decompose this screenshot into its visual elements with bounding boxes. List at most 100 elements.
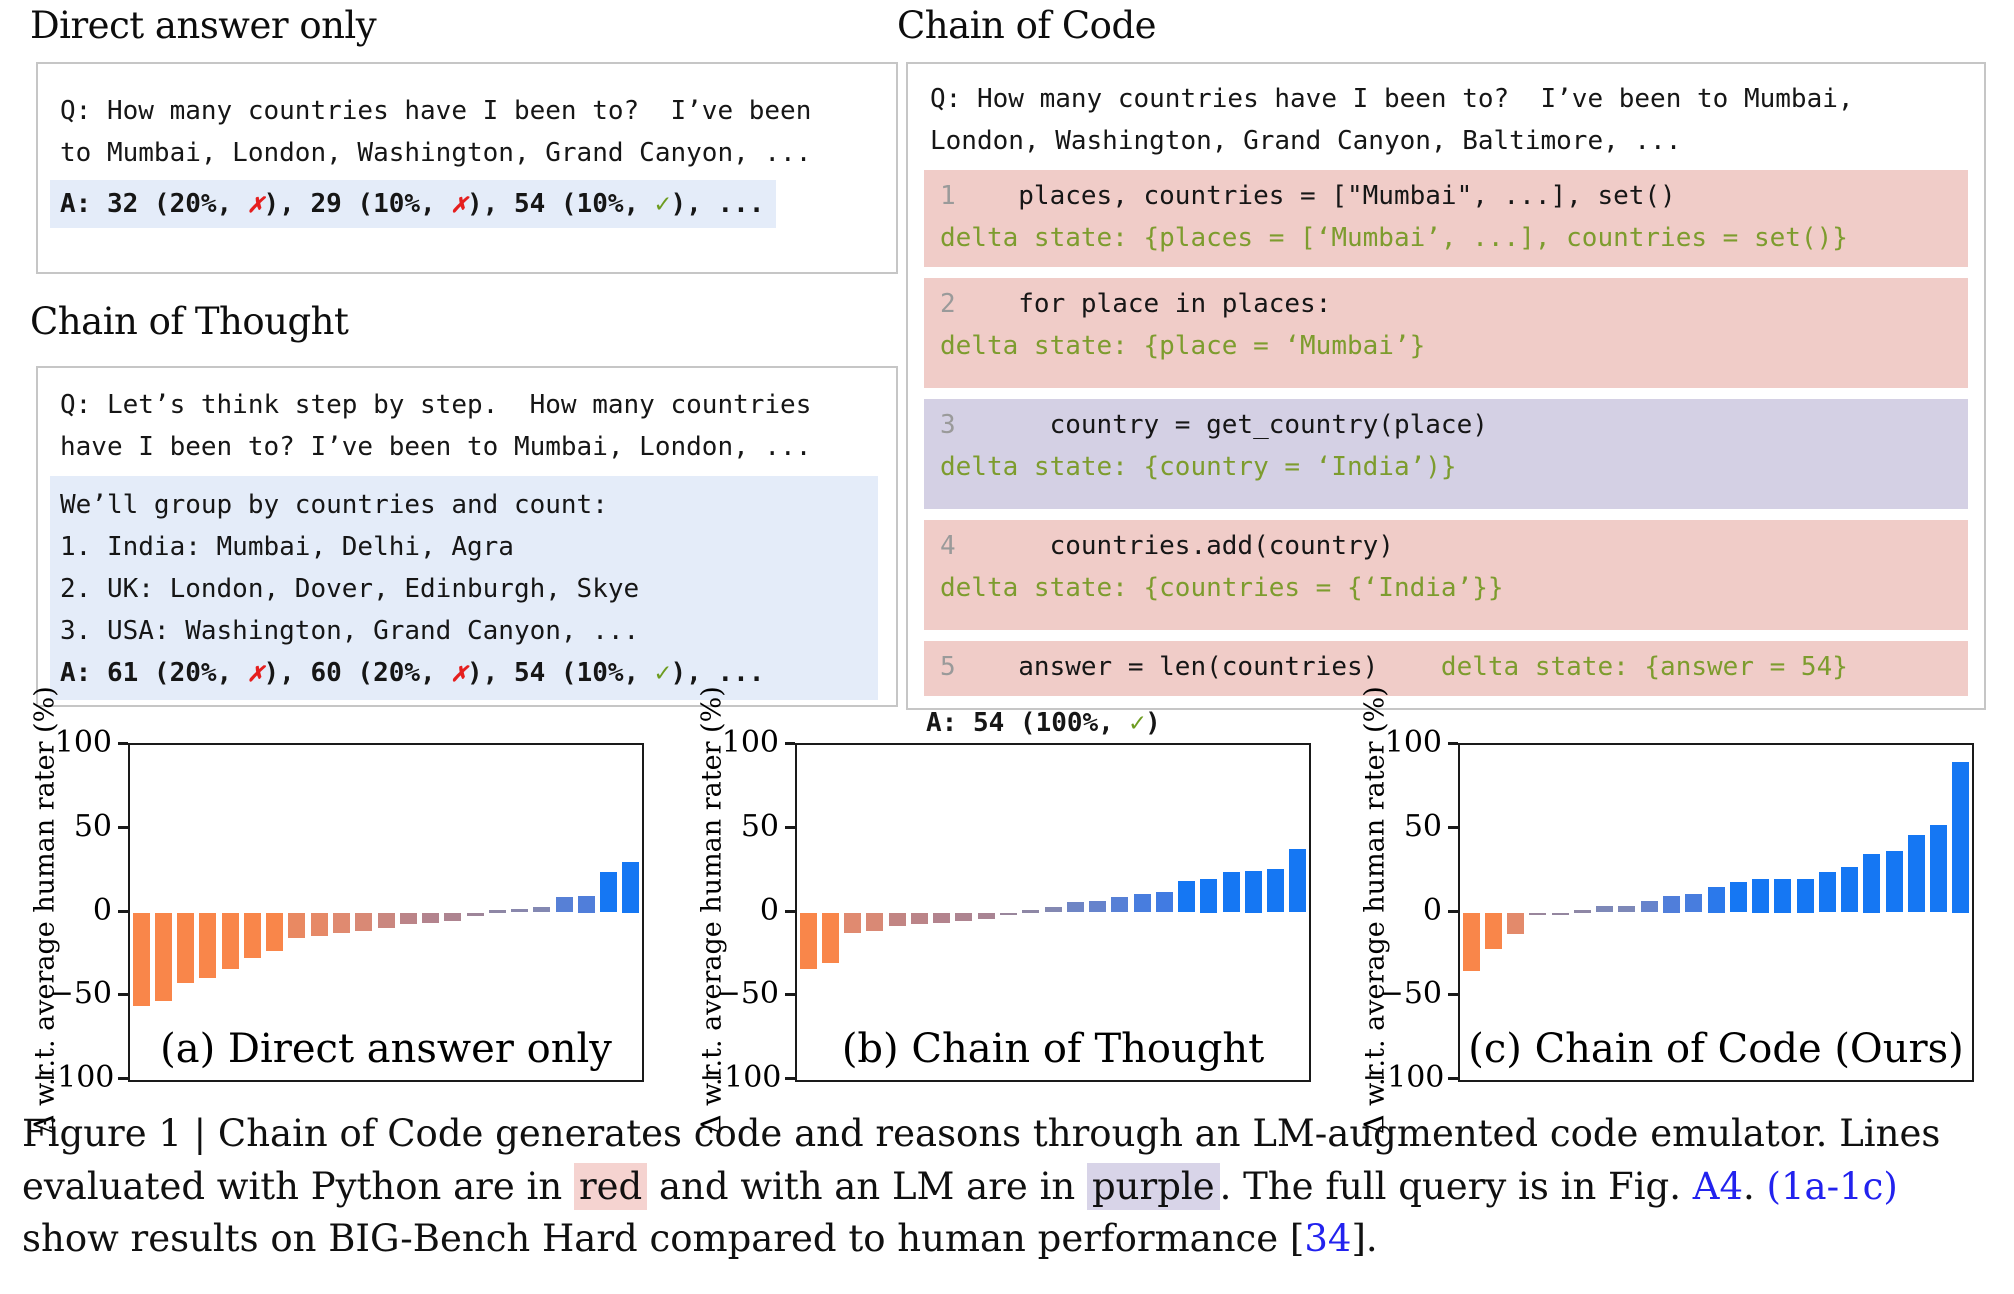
y-tick-label: 50 bbox=[73, 808, 112, 844]
text-segment: ), 54 (10%, bbox=[467, 189, 655, 219]
text-segment: 3 bbox=[940, 410, 956, 440]
bar bbox=[911, 912, 928, 925]
bar bbox=[600, 872, 617, 913]
bar bbox=[1178, 880, 1195, 913]
text-segment: ✗ bbox=[451, 189, 467, 219]
bar bbox=[1507, 912, 1524, 935]
y-tick-mark bbox=[1448, 1077, 1458, 1080]
bar bbox=[1841, 867, 1858, 913]
y-tick-label: 50 bbox=[740, 808, 779, 844]
y-tick-label: −50 bbox=[715, 976, 779, 1012]
y-tick-mark bbox=[785, 909, 795, 913]
answer-line: A: 54 (100%, ✓) bbox=[924, 702, 1968, 744]
text-segment: answer = len(countries) bbox=[955, 652, 1379, 682]
delta-state-line: delta state: {country = ‘India’)} bbox=[940, 452, 1457, 482]
text-segment: places, countries = ["Mumbai", ...], set… bbox=[955, 181, 1676, 211]
bar bbox=[1708, 887, 1725, 913]
y-tick-mark bbox=[785, 1077, 795, 1080]
bar bbox=[1863, 853, 1880, 913]
bar bbox=[1267, 868, 1284, 913]
reasoning-line: 3. USA: Washington, Grand Canyon, ... bbox=[60, 616, 640, 646]
text-segment: and with an LM are in bbox=[647, 1164, 1087, 1208]
bar bbox=[199, 912, 216, 978]
chart-label-a: (a) Direct answer only bbox=[160, 1026, 612, 1072]
text-segment: ), 60 (20%, bbox=[263, 658, 452, 688]
code-line: 1 places, countries = ["Mumbai", ...], s… bbox=[940, 175, 1952, 217]
bar bbox=[489, 910, 506, 913]
plot-area-chain-of-code: (c) Chain of Code (Ours) bbox=[1458, 743, 1974, 1082]
y-tick-label: 50 bbox=[1403, 808, 1442, 844]
bar bbox=[1908, 835, 1925, 913]
panel-chain-of-thought: Q: Let’s think step by step. How many co… bbox=[36, 366, 898, 707]
text-segment: ), ... bbox=[670, 189, 765, 219]
bar bbox=[444, 912, 461, 921]
text-segment: ✗ bbox=[451, 658, 467, 688]
panel-chain-of-code: Q: How many countries have I been to? I’… bbox=[906, 62, 1986, 738]
bar bbox=[1886, 850, 1903, 913]
y-tick-mark bbox=[785, 825, 795, 829]
bar bbox=[844, 912, 861, 933]
bar bbox=[622, 862, 639, 913]
y-tick-label: 100 bbox=[54, 725, 112, 760]
bar bbox=[333, 912, 350, 933]
link-ref-34[interactable]: 34 bbox=[1304, 1217, 1352, 1261]
bar bbox=[133, 912, 150, 1007]
text-segment: delta state: {answer = 54} bbox=[1378, 652, 1848, 682]
bar bbox=[1245, 870, 1262, 913]
bar bbox=[866, 912, 883, 931]
bar bbox=[933, 912, 950, 923]
code-line: 3 country = get_country(place) bbox=[940, 404, 1952, 446]
bar bbox=[578, 895, 595, 913]
y-tick-mark bbox=[1448, 742, 1458, 745]
link-fig-1a-1c[interactable]: (1a-1c) bbox=[1766, 1164, 1898, 1208]
text-segment: A: 61 (20%, bbox=[60, 658, 248, 688]
text-segment: ✗ bbox=[247, 658, 264, 688]
panel-title-chain-of-code: Chain of Code bbox=[897, 4, 1157, 47]
bar bbox=[533, 907, 550, 913]
code-block-line-3-lm: 3 country = get_country(place) delta sta… bbox=[924, 399, 1968, 509]
link-fig-a4[interactable]: A4 bbox=[1692, 1164, 1744, 1208]
bar bbox=[422, 912, 439, 923]
text-segment: ), 54 (10%, bbox=[467, 658, 655, 688]
text-segment: 5 bbox=[940, 652, 956, 682]
text-segment: purple bbox=[1087, 1162, 1220, 1210]
answer-line: A: 32 (20%, ✗), 29 (10%, ✗), 54 (10%, ✓)… bbox=[50, 180, 777, 228]
bar bbox=[1685, 894, 1702, 913]
delta-state-line: delta state: {countries = {‘India’}} bbox=[940, 573, 1504, 603]
bar bbox=[1089, 900, 1106, 913]
bar bbox=[1000, 912, 1017, 915]
question-line: to Mumbai, London, Washington, Grand Can… bbox=[60, 138, 812, 168]
panel-direct-answer: Q: How many countries have I been to? I’… bbox=[36, 62, 898, 274]
text-segment: countries.add(country) bbox=[955, 531, 1394, 561]
panel-title-direct-answer: Direct answer only bbox=[30, 4, 377, 47]
text-segment: country = get_country(place) bbox=[955, 410, 1488, 440]
y-tick-mark bbox=[785, 993, 795, 997]
reasoning-line: We’ll group by countries and count: bbox=[60, 490, 608, 520]
code-block-line-4-python: 4 countries.add(country) delta state: {c… bbox=[924, 520, 1968, 630]
code-block-line-2-python: 2 for place in places: delta state: {pla… bbox=[924, 278, 1968, 388]
y-tick-label: 100 bbox=[1384, 725, 1442, 760]
code-block-line-5-python: 5 answer = len(countries) delta state: {… bbox=[924, 641, 1968, 696]
bar bbox=[822, 912, 839, 963]
y-tick-mark bbox=[1448, 825, 1458, 829]
chart-label-c: (c) Chain of Code (Ours) bbox=[1468, 1026, 1964, 1072]
bar bbox=[1752, 879, 1769, 913]
bar bbox=[1529, 912, 1546, 915]
y-tick-mark bbox=[118, 742, 128, 745]
text-segment: ✗ bbox=[247, 189, 264, 219]
bar bbox=[955, 912, 972, 921]
bar bbox=[800, 912, 817, 970]
chart-direct-answer: Δ w.r.t. average human rater (%) (a) Dir… bbox=[28, 687, 653, 1134]
question-line: Q: How many countries have I been to? I’… bbox=[60, 96, 812, 126]
bar bbox=[222, 912, 239, 970]
text-segment: . The full query is in Fig. bbox=[1219, 1164, 1693, 1208]
bar bbox=[1930, 825, 1947, 913]
bar bbox=[378, 912, 395, 928]
y-tick-mark bbox=[1448, 909, 1458, 913]
text-segment: 4 bbox=[940, 531, 956, 561]
bar bbox=[1663, 895, 1680, 913]
text-segment: 2 bbox=[940, 289, 956, 319]
y-tick-mark bbox=[785, 742, 795, 745]
question-line: London, Washington, Grand Canyon, Baltim… bbox=[930, 126, 1682, 156]
reasoning-line: 2. UK: London, Dover, Edinburgh, Skye bbox=[60, 574, 640, 604]
